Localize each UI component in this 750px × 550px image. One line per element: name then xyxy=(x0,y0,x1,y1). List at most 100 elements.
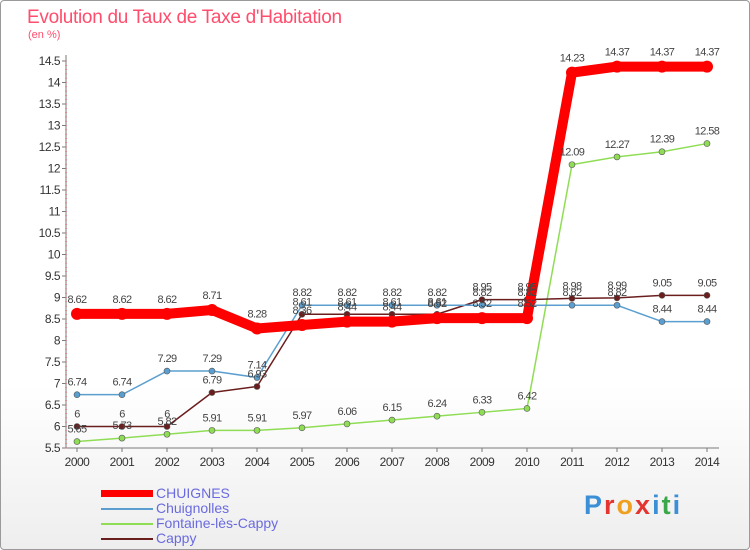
data-label: 9.05 xyxy=(697,277,716,289)
data-point xyxy=(386,315,398,328)
x-tick-label: 2006 xyxy=(335,455,361,469)
data-point xyxy=(566,66,578,79)
data-point xyxy=(298,310,306,318)
data-point xyxy=(703,318,711,325)
x-tick-label: 2002 xyxy=(155,455,181,469)
data-label: 8.95 xyxy=(517,282,536,294)
y-tick-label: 9.5 xyxy=(45,269,61,283)
data-label: 6.74 xyxy=(112,377,131,389)
data-point xyxy=(253,374,261,381)
data-point xyxy=(208,389,216,396)
data-label: 6 xyxy=(74,409,80,421)
data-point xyxy=(161,307,173,320)
data-point xyxy=(521,312,533,325)
data-label: 8.61 xyxy=(292,296,311,308)
data-point xyxy=(613,294,621,302)
data-point xyxy=(163,367,171,375)
data-point xyxy=(568,161,576,168)
chart-title: Evolution du Taux de Taxe d'Habitation xyxy=(27,7,342,28)
data-point xyxy=(253,383,261,390)
data-label: 8.82 xyxy=(382,287,401,299)
data-label: 7.29 xyxy=(202,353,221,365)
x-tick-label: 2004 xyxy=(245,455,271,469)
data-label: 8.61 xyxy=(337,296,356,308)
y-tick-label: 13.5 xyxy=(39,97,61,111)
data-point xyxy=(613,153,621,161)
data-point xyxy=(341,315,353,328)
data-label: 8.82 xyxy=(517,287,536,299)
data-point xyxy=(703,140,711,147)
data-point xyxy=(71,307,83,320)
data-label: 8.44 xyxy=(337,302,356,314)
y-tick-label: 10 xyxy=(48,248,61,262)
x-tick-label: 2010 xyxy=(515,455,541,469)
data-label: 6.74 xyxy=(67,377,86,389)
data-label: 6.06 xyxy=(337,406,356,418)
data-label: 14.37 xyxy=(650,47,675,59)
legend-label-chuignolles: Chuignolles xyxy=(156,500,230,516)
data-point xyxy=(433,301,441,309)
x-tick-label: 2013 xyxy=(650,455,676,469)
data-label: 8.44 xyxy=(382,302,401,314)
data-label: 5.91 xyxy=(202,412,221,424)
x-tick-label: 2014 xyxy=(695,455,721,469)
y-tick-label: 8 xyxy=(54,334,61,348)
data-label: 8.82 xyxy=(607,287,626,299)
legend-label-cappy: Cappy xyxy=(156,530,197,546)
y-tick-label: 9 xyxy=(54,291,61,305)
data-label: 5.65 xyxy=(67,424,86,436)
x-tick-label: 2001 xyxy=(110,455,136,469)
data-point xyxy=(431,312,443,325)
y-tick-label: 10.5 xyxy=(39,226,61,240)
data-point xyxy=(163,430,171,438)
data-label: 12.58 xyxy=(695,126,720,138)
data-point xyxy=(296,319,308,332)
legend-swatch-chuignes xyxy=(101,490,153,497)
data-point xyxy=(73,423,81,430)
data-label: 8.82 xyxy=(427,287,446,299)
data-label: 8.52 xyxy=(472,298,491,310)
data-point xyxy=(118,434,126,442)
data-point xyxy=(658,318,666,325)
data-label: 8.52 xyxy=(427,298,446,310)
data-point xyxy=(253,427,261,434)
data-label: 6 xyxy=(164,409,170,421)
data-point xyxy=(476,312,488,325)
data-point xyxy=(703,292,711,299)
data-point xyxy=(568,301,576,309)
data-label: 5.97 xyxy=(292,410,311,422)
data-label: 5.82 xyxy=(157,416,176,428)
data-point xyxy=(118,423,126,430)
data-point xyxy=(611,60,623,73)
x-tick-label: 2009 xyxy=(470,455,496,469)
x-tick-label: 2012 xyxy=(605,455,631,469)
x-tick-label: 2008 xyxy=(425,455,451,469)
y-tick-label: 11 xyxy=(49,205,61,219)
logo-letter: r xyxy=(604,490,617,520)
y-tick-label: 12 xyxy=(48,162,61,176)
data-label: 7.14 xyxy=(247,359,266,371)
data-point xyxy=(388,416,396,424)
data-label: 8.62 xyxy=(112,294,131,306)
legend-swatch-fontaine xyxy=(101,523,153,525)
data-point xyxy=(343,420,351,428)
data-point xyxy=(658,148,666,156)
data-label: 8.61 xyxy=(382,296,401,308)
data-point xyxy=(208,427,216,434)
data-label: 8.52 xyxy=(517,298,536,310)
data-label: 8.62 xyxy=(67,294,86,306)
data-point xyxy=(298,301,306,309)
proxiti-logo: Proxiti xyxy=(584,490,682,521)
data-label: 6.79 xyxy=(202,375,221,387)
data-label: 5.73 xyxy=(112,420,131,432)
logo-letter: i xyxy=(652,490,662,520)
data-point xyxy=(343,301,351,309)
data-label: 6 xyxy=(119,409,125,421)
data-label: 8.61 xyxy=(427,296,446,308)
data-label: 14.37 xyxy=(695,47,720,59)
y-tick-label: 6.5 xyxy=(45,398,61,412)
legend-swatch-cappy xyxy=(101,538,153,540)
data-label: 7.29 xyxy=(157,353,176,365)
data-label: 8.95 xyxy=(472,282,491,294)
